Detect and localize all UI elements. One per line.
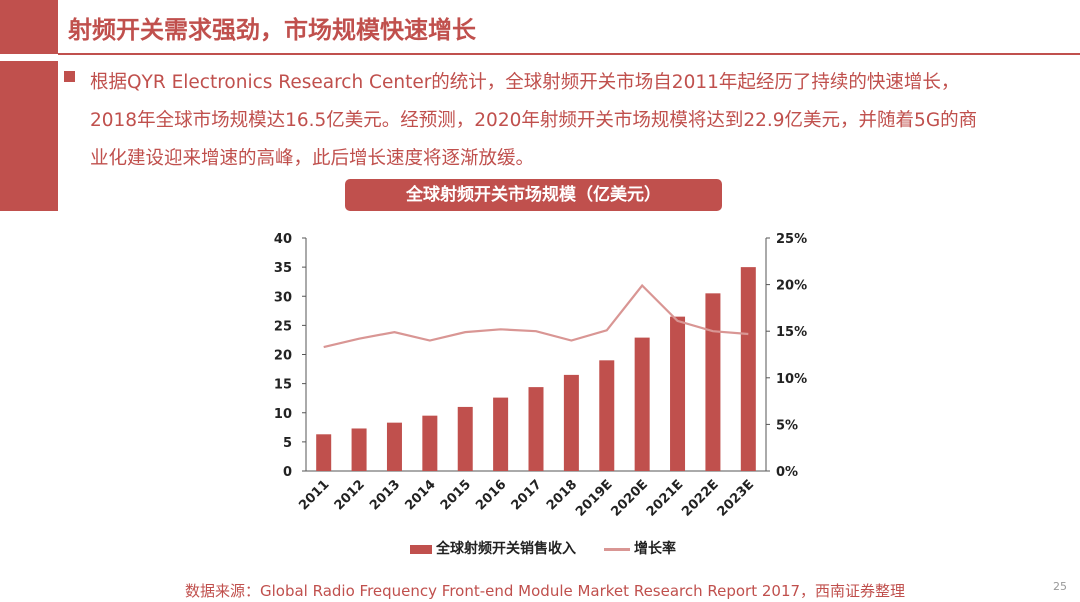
right-y-tick-label: 10% [776,372,807,387]
revenue-bar [634,337,650,471]
x-tick-label: 2013 [367,477,403,513]
page-number: 25 [1053,580,1067,593]
left-y-tick-label: 35 [274,261,292,276]
side-accent-block [0,61,58,211]
x-tick-label: 2016 [473,477,509,513]
left-y-tick-label: 20 [274,349,292,364]
x-tick-label: 2014 [402,477,438,513]
left-y-tick-label: 30 [274,290,292,305]
revenue-bar [386,422,402,471]
right-y-tick-label: 15% [776,325,807,340]
page-title: 射频开关需求强劲，市场规模快速增长 [68,16,476,44]
right-y-tick-label: 20% [776,279,807,294]
title-divider [58,53,1080,55]
revenue-bar [316,434,332,471]
x-tick-label: 2021E [644,477,686,519]
right-y-tick-label: 5% [776,418,798,433]
legend-bar-swatch [410,544,432,554]
revenue-bar [740,267,756,471]
x-tick-label: 2023E [715,477,757,519]
bullet-square-icon [64,71,75,82]
summary-paragraph: 根据QYR Electronics Research Center的统计，全球射… [90,72,978,169]
x-tick-label: 2022E [679,477,721,519]
growth-rate-line [323,283,749,349]
x-tick-label: 2011 [296,477,332,513]
revenue-bar [705,293,721,471]
chart-title: 全球射频开关市场规模（亿美元） [345,179,722,211]
data-source-note: 数据来源：Global Radio Frequency Front-end Mo… [185,582,906,600]
left-y-tick-label: 10 [274,407,292,422]
x-tick-label: 2015 [438,477,474,513]
right-y-tick-label: 0% [776,465,798,480]
x-tick-label: 2020E [609,477,651,519]
revenue-bar [351,428,367,471]
left-y-tick-label: 15 [274,378,292,393]
x-tick-label: 2019E [573,477,615,519]
revenue-bar [528,387,544,471]
revenue-bar [493,397,509,471]
left-y-tick-label: 25 [274,319,292,334]
revenue-bar [563,374,579,471]
legend-line-label: 增长率 [634,541,676,557]
chart-legend: 全球射频开关销售收入 增长率 [410,538,676,558]
right-y-tick-label: 25% [776,232,807,247]
left-y-tick-label: 40 [274,232,292,247]
legend-line-swatch [604,547,630,551]
legend-bar-label: 全球射频开关销售收入 [436,541,576,557]
left-y-tick-label: 0 [283,465,292,480]
x-tick-label: 2017 [509,477,545,513]
revenue-bar [422,415,438,471]
revenue-bar [599,360,615,471]
revenue-bar [457,406,473,471]
title-accent-block [0,0,58,54]
left-y-tick-label: 5 [283,436,292,451]
x-tick-label: 2012 [332,477,368,513]
revenue-bar [670,316,686,471]
